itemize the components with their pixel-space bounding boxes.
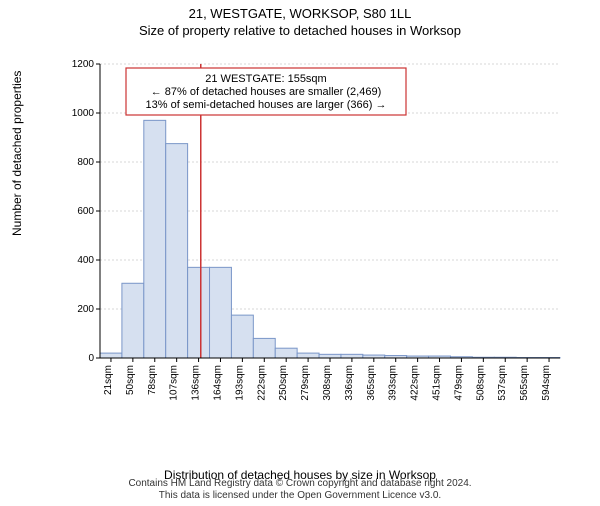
annotation-line: 21 WESTGATE: 155sqm (205, 73, 326, 85)
svg-text:222sqm: 222sqm (256, 365, 267, 401)
annotation-line: ← 87% of detached houses are smaller (2,… (151, 86, 382, 98)
histogram-bar (231, 315, 253, 358)
y-axis-label: Number of detached properties (10, 71, 24, 236)
footer-line-2: This data is licensed under the Open Gov… (0, 490, 600, 502)
footer-attribution: Contains HM Land Registry data © Crown c… (0, 478, 600, 502)
svg-text:200: 200 (77, 304, 94, 315)
svg-text:594sqm: 594sqm (541, 365, 552, 401)
svg-text:279sqm: 279sqm (300, 365, 311, 401)
svg-text:1000: 1000 (72, 108, 95, 119)
histogram-bar (341, 354, 363, 358)
svg-text:193sqm: 193sqm (234, 365, 245, 401)
svg-text:800: 800 (77, 157, 94, 168)
svg-text:136sqm: 136sqm (191, 365, 202, 401)
svg-text:600: 600 (77, 206, 94, 217)
svg-text:451sqm: 451sqm (432, 365, 443, 401)
svg-text:336sqm: 336sqm (344, 365, 355, 401)
svg-text:508sqm: 508sqm (475, 365, 486, 401)
histogram-bar (297, 353, 319, 358)
svg-text:50sqm: 50sqm (125, 365, 136, 395)
page-title: 21, WESTGATE, WORKSOP, S80 1LL (0, 6, 600, 21)
svg-text:21sqm: 21sqm (103, 365, 114, 395)
svg-text:250sqm: 250sqm (278, 365, 289, 401)
annotation-line: 13% of semi-detached houses are larger (… (146, 99, 387, 111)
histogram-chart: 21 WESTGATE: 155sqm← 87% of detached hou… (70, 58, 570, 418)
histogram-bar (253, 338, 275, 358)
svg-text:1200: 1200 (72, 59, 95, 70)
histogram-bar (166, 144, 188, 358)
svg-text:393sqm: 393sqm (388, 365, 399, 401)
svg-text:107sqm: 107sqm (169, 365, 180, 401)
histogram-bar (122, 283, 144, 358)
svg-text:422sqm: 422sqm (410, 365, 421, 401)
svg-text:308sqm: 308sqm (322, 365, 333, 401)
histogram-bar (100, 353, 122, 358)
page-subtitle: Size of property relative to detached ho… (0, 23, 600, 38)
svg-text:479sqm: 479sqm (453, 365, 464, 401)
svg-text:0: 0 (88, 353, 94, 364)
histogram-bar (275, 348, 297, 358)
svg-text:565sqm: 565sqm (519, 365, 530, 401)
footer-line-1: Contains HM Land Registry data © Crown c… (0, 478, 600, 490)
svg-text:400: 400 (77, 255, 94, 266)
svg-text:78sqm: 78sqm (147, 365, 158, 395)
histogram-bar (319, 354, 341, 358)
histogram-bar (188, 267, 210, 358)
histogram-bar (210, 267, 232, 358)
histogram-bar (144, 120, 166, 358)
chart-svg: 21 WESTGATE: 155sqm← 87% of detached hou… (70, 58, 570, 418)
svg-text:537sqm: 537sqm (497, 365, 508, 401)
svg-text:365sqm: 365sqm (366, 365, 377, 401)
svg-text:164sqm: 164sqm (212, 365, 223, 401)
